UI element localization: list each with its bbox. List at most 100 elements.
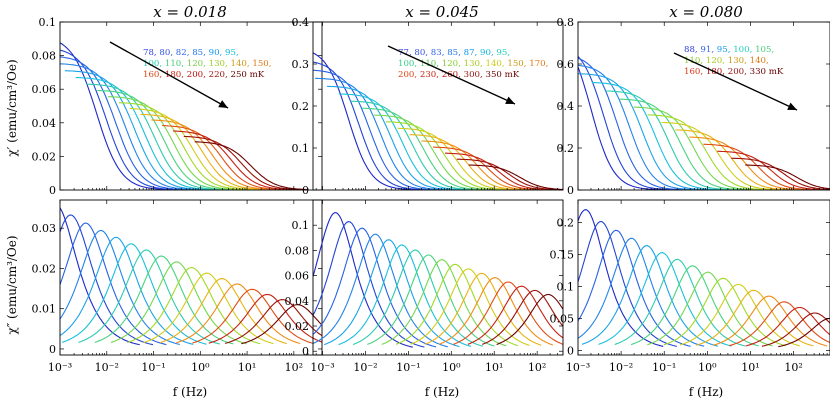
legend-entry: 85, xyxy=(189,48,205,58)
x-tick-label: 10² xyxy=(285,361,303,374)
y-tick-label: 0.02 xyxy=(285,320,310,333)
series-line-10 xyxy=(118,102,252,190)
y-tick-label: 0.06 xyxy=(285,270,310,283)
series-line-9 xyxy=(633,106,759,190)
series-line-12 xyxy=(140,113,268,190)
series-line-8 xyxy=(94,255,234,345)
x-tick-label: 10⁻³ xyxy=(566,361,590,374)
temperature-arrow-shaft xyxy=(387,45,516,105)
y-tick-label: 0.06 xyxy=(32,83,57,96)
x-tick-label: 10⁻² xyxy=(95,361,119,374)
legend-entry: 120, xyxy=(184,59,206,69)
axes-frame xyxy=(59,21,323,191)
panel-6: 10⁻³ 10⁻² 10⁻¹ 10⁰ 10¹ 10² 0 0.05 0.1 0.15 0.2 xyxy=(550,199,830,374)
series-line-8 xyxy=(619,98,748,190)
legend-entry: 88, xyxy=(684,45,698,55)
y-tick-label: 0.02 xyxy=(32,262,57,275)
x-tick-label: 10² xyxy=(784,361,802,374)
x-tick-label: 10⁰ xyxy=(191,361,210,374)
legend-entry: 120, xyxy=(703,56,725,66)
x-tick-label: 10⁻³ xyxy=(48,361,72,374)
series-line-9 xyxy=(647,271,773,347)
series-line-11 xyxy=(143,272,274,345)
panels-group: 0 0.02 0.04 0.06 0.08 0.1 78, 80, 82, 85, 90, … xyxy=(32,16,830,374)
legend-entry: 140, xyxy=(228,59,250,69)
y-tick-label: 0.04 xyxy=(285,295,310,308)
legend-entry: 160, xyxy=(143,70,162,80)
series-line-9 xyxy=(381,259,507,347)
series-line-16 xyxy=(482,289,563,345)
series-line-7 xyxy=(605,90,737,190)
legend-entry: 91, xyxy=(698,45,714,55)
legend-entry: 100, xyxy=(398,59,417,69)
temperature-arrow-shaft xyxy=(673,52,798,111)
series-line-17 xyxy=(194,141,307,190)
y-tick-label: 0.8 xyxy=(557,16,575,29)
legend-line: 160, 180, 200, 220, 250 mK xyxy=(143,70,265,80)
y-tick-label: 0.2 xyxy=(557,216,575,229)
panel-1: 0 0.02 0.04 0.06 0.08 0.1 78, 80, 82, 85, 90, … xyxy=(32,16,323,197)
curves xyxy=(60,42,307,190)
curves xyxy=(60,207,322,346)
series-line-17 xyxy=(468,164,563,190)
series-line-17 xyxy=(496,293,563,346)
x-tick-label: 10⁻¹ xyxy=(141,361,165,374)
legend-entry: 100, xyxy=(143,59,162,69)
series-line-1 xyxy=(60,42,181,190)
y-tick-label: 0.02 xyxy=(32,150,57,163)
series-line-13 xyxy=(712,295,828,347)
y-tick-label: 0.2 xyxy=(557,142,575,155)
legend-entry: 83, xyxy=(428,48,444,58)
series-line-4 xyxy=(578,64,703,190)
series-line-6 xyxy=(591,81,725,190)
series-line-4 xyxy=(315,77,453,190)
legend-entry: 130, xyxy=(725,56,747,66)
series-line-6 xyxy=(338,93,472,190)
y-tick-label: 0.4 xyxy=(292,16,310,29)
legend-entry: 80, xyxy=(412,48,428,58)
axes-frame xyxy=(59,199,323,356)
series-line-4 xyxy=(578,237,705,347)
y-tick-label: 0.6 xyxy=(557,58,575,71)
legend-entry: 87, xyxy=(461,48,477,58)
legend-entry: 230, xyxy=(417,70,439,80)
panel-3: 00.20.40.60.888, 91, 95, 100, 105,110, 1… xyxy=(557,16,830,197)
temperature-arrow-shaft xyxy=(109,41,229,109)
y-tick-label: 0 xyxy=(302,184,309,197)
series-line-14 xyxy=(729,301,830,347)
series-line-13 xyxy=(421,140,536,190)
series-line-1 xyxy=(578,66,669,190)
y-tick-label: 0.05 xyxy=(550,312,575,325)
x-tick-label: 10⁻² xyxy=(609,361,633,374)
series-line-16 xyxy=(761,312,830,347)
series-line-1 xyxy=(313,212,413,348)
y-tick-label: 0.1 xyxy=(39,16,57,29)
series-line-15 xyxy=(745,306,830,347)
series-line-13 xyxy=(151,119,276,190)
panel-title-x-0045: x = 0.045 xyxy=(405,3,479,21)
panel-4: 10⁻³ 10⁻² 10⁻¹ 10⁰ 10¹ 10² 0 0.01 0.02 0.03 xyxy=(32,199,323,374)
x-tick-label: 10¹ xyxy=(741,361,759,374)
series-line-2 xyxy=(313,61,435,190)
series-line-4 xyxy=(60,229,180,346)
legend-entry: 85, xyxy=(444,48,460,58)
xlabel-panel-1: f (Hz) xyxy=(173,385,207,399)
axes-frame xyxy=(577,199,830,356)
series-line-10 xyxy=(647,114,770,190)
panel-title-x-0080: x = 0.080 xyxy=(669,3,743,21)
xlabel-panel-2: f (Hz) xyxy=(425,385,459,399)
legend-entry: 78, xyxy=(143,48,157,58)
legend-entry: 220, xyxy=(206,70,228,80)
y-tick-label: 0.1 xyxy=(557,280,575,293)
series-line-2 xyxy=(60,214,154,346)
series-line-17 xyxy=(778,317,830,348)
series-line-6 xyxy=(61,243,207,345)
series-line-5 xyxy=(326,85,463,190)
y-tick-label: 0 xyxy=(49,343,56,356)
series-line-16 xyxy=(456,158,563,190)
temperature-arrow-head xyxy=(505,96,515,104)
y-tick-label: 0 xyxy=(302,345,309,358)
legend-entry: 250 mK xyxy=(228,70,265,80)
series-line-12 xyxy=(409,134,526,190)
series-line-6 xyxy=(338,244,472,347)
